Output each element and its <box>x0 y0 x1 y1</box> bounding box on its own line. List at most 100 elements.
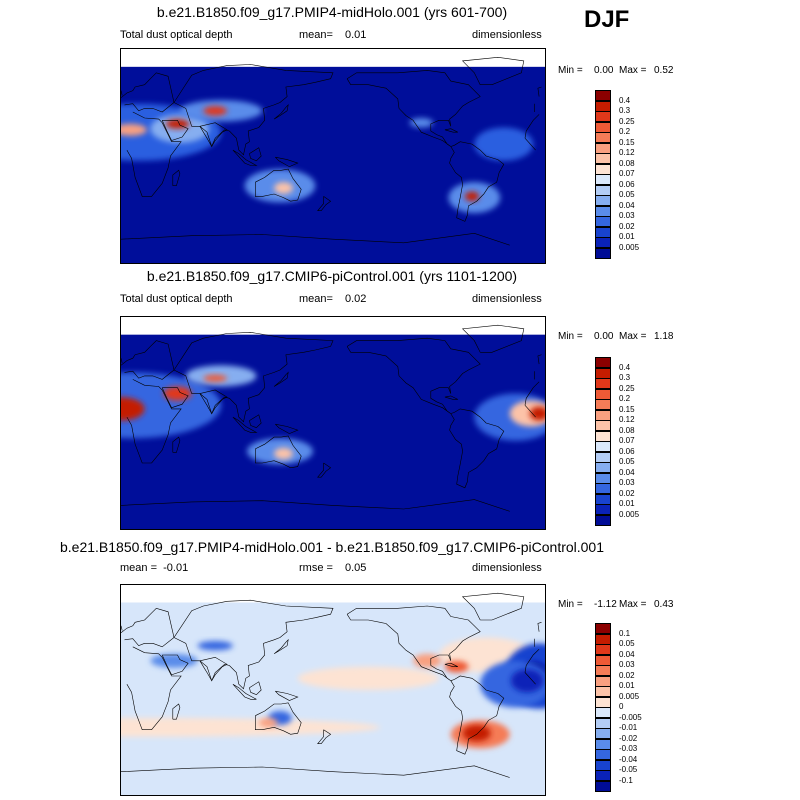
coastline-segment <box>255 168 302 202</box>
colorbar-swatch <box>595 247 611 259</box>
colorbar-swatch <box>595 420 611 431</box>
colorbar-swatch <box>595 483 611 494</box>
colorbar-tick-label: 0.07 <box>619 436 635 445</box>
max-label: Max = <box>619 65 647 76</box>
patagonia-core <box>464 191 480 202</box>
max-label: Max = <box>619 599 647 610</box>
australia-core <box>274 182 293 195</box>
colorbar-swatch <box>595 654 611 666</box>
coastline-segment <box>275 423 299 434</box>
map-svg <box>121 585 545 795</box>
colorbar-tick-label: 0.005 <box>619 691 640 701</box>
colorbar-swatch <box>595 111 611 122</box>
sahara-core <box>121 123 147 136</box>
coastline-segment <box>121 90 123 96</box>
colorbar-swatch <box>595 472 611 484</box>
colorbar-tick-label: 0.05 <box>619 639 635 648</box>
variable-label: Total dust optical depth <box>120 29 233 41</box>
rmse-value: 0.05 <box>345 562 367 574</box>
colorbar-swatch <box>595 493 611 505</box>
mexico-plume <box>409 117 434 128</box>
colorbar-swatch <box>595 686 611 697</box>
colorbar-swatch <box>595 357 611 368</box>
colorbar-tick-label: -0.05 <box>619 765 638 774</box>
colorbar-tick-label: 0 <box>619 702 624 711</box>
map-panel <box>120 316 546 530</box>
rmse-label: rmse = <box>299 562 333 574</box>
coastline-segment <box>317 462 332 478</box>
colorbar-tick-label: -0.1 <box>619 775 633 785</box>
colorbar-swatch <box>595 441 611 452</box>
colorbar-swatch <box>595 707 611 718</box>
panel-title: b.e21.B1850.f09_g17.PMIP4-midHolo.001 (y… <box>156 4 508 20</box>
max-value: 0.52 <box>654 65 674 76</box>
coastline-segment <box>121 358 123 363</box>
coastline-segment <box>161 120 189 141</box>
coastline-segment <box>249 147 262 162</box>
coastline-segment <box>461 592 525 621</box>
colorbar-swatch <box>595 451 611 463</box>
colorbar-tick-label: 0.15 <box>619 137 635 147</box>
data-field <box>121 602 545 795</box>
colorbar-swatch <box>595 738 611 750</box>
sahara-plume <box>121 372 222 439</box>
coastline-segment <box>199 122 228 148</box>
coastline-segment <box>273 371 289 387</box>
coastline-segment <box>524 381 540 406</box>
panel-title: b.e21.B1850.f09_g17.CMIP6-piControl.001 … <box>146 268 518 284</box>
min-label: Min = <box>558 331 583 342</box>
colorbar-tick-label: 0.05 <box>619 457 635 466</box>
australia-pos <box>258 718 278 728</box>
colorbar-tick-label: 0.1 <box>619 628 631 638</box>
coastlines <box>121 592 542 778</box>
colorbar-tick-label: 0.02 <box>619 670 635 680</box>
colorbar-tick-label: -0.03 <box>619 744 638 753</box>
sahara-core <box>121 397 145 421</box>
coastline-segment <box>275 690 299 701</box>
colorbar-tick-label: 0.07 <box>619 169 635 178</box>
colorbar-swatch <box>595 644 611 655</box>
coastline-segment <box>449 141 505 222</box>
colorbar-swatch <box>595 399 611 410</box>
coastline-segment <box>449 675 505 755</box>
colorbar-tick-label: 0.005 <box>619 509 640 519</box>
colorbar-tick-label: 0.25 <box>619 116 635 126</box>
coastline-segment <box>161 654 189 676</box>
mean-value: 0.02 <box>345 293 367 305</box>
colorbar-tick-label: 0.12 <box>619 415 635 424</box>
mean-label: mean= <box>299 29 333 41</box>
colorbar-swatch <box>595 142 611 154</box>
colorbar-tick-label: 0.3 <box>619 106 631 115</box>
colorbar-tick-label: 0.4 <box>619 362 631 372</box>
coastline-segment <box>273 103 289 120</box>
max-value: 0.43 <box>654 599 674 610</box>
colorbar-swatch <box>595 195 611 206</box>
arabia-core <box>163 386 192 401</box>
band-north <box>297 666 439 690</box>
colorbar-tick-label: -0.01 <box>619 723 638 732</box>
min-value: 0.00 <box>594 65 614 76</box>
coastline-segment <box>121 607 175 648</box>
map-panel <box>120 584 546 796</box>
colorbar-tick-label: 0.12 <box>619 148 635 157</box>
colorbar-swatch <box>595 633 611 645</box>
coastline-segment <box>449 408 505 489</box>
coastline-segment <box>524 114 540 139</box>
coastlines <box>121 56 542 246</box>
colorbar-tick-label: 0.3 <box>619 373 631 382</box>
colorbar-tick-label: 0.2 <box>619 394 631 403</box>
asia-core <box>203 374 227 382</box>
coastline-segment <box>199 389 228 415</box>
colorbar-tick-label: -0.04 <box>619 754 638 764</box>
coastline-segment <box>121 625 123 631</box>
coastline-segment <box>317 729 332 744</box>
coastline-segment <box>121 72 175 113</box>
colorbar-swatch <box>595 728 611 739</box>
coastline-segment <box>255 702 302 735</box>
coastline-segment <box>537 354 542 365</box>
coastline-segment <box>273 638 289 655</box>
colorbar-swatch <box>595 205 611 217</box>
colorbar-tick-label: 0.03 <box>619 660 635 669</box>
patagonia-core <box>462 725 491 742</box>
coastline-segment <box>524 648 540 673</box>
